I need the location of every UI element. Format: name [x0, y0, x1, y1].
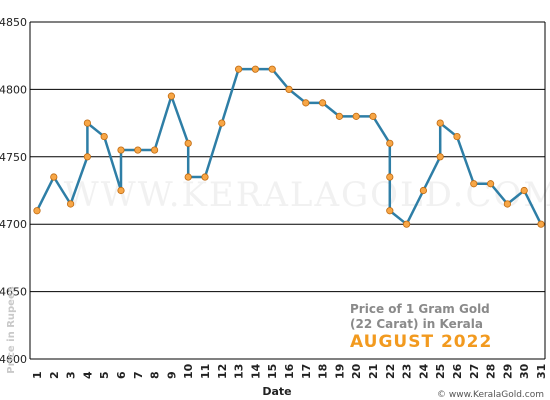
y-axis-label: Price in Rupees [6, 286, 17, 373]
data-point [470, 180, 478, 188]
y-tick-label: 4850 [0, 16, 27, 29]
data-point [100, 132, 108, 141]
data-point [33, 207, 41, 215]
data-point [201, 173, 209, 181]
data-point [285, 85, 293, 94]
data-point [436, 153, 444, 161]
data-point [251, 65, 259, 73]
data-point [537, 220, 545, 228]
x-tick-label: 21 [367, 364, 380, 379]
x-tick-label: 1 [31, 371, 44, 379]
watermark: WWW.KERALAGOLD.COM [64, 175, 550, 215]
data-point [167, 92, 175, 100]
y-tick-label: 4650 [0, 286, 27, 299]
x-tick-label: 16 [283, 363, 296, 379]
x-tick-label: 25 [434, 364, 447, 379]
data-point [83, 119, 92, 127]
y-tick-label: 4800 [0, 83, 27, 96]
data-point [352, 112, 360, 120]
y-tick-labels: 4600 4650 4700 4750 4800 4850 [0, 16, 27, 366]
data-point [268, 65, 276, 73]
x-tick-label: 7 [132, 371, 145, 379]
data-point [369, 112, 377, 120]
data-point [318, 99, 327, 107]
data-point [117, 146, 125, 154]
x-tick-label: 5 [98, 371, 111, 379]
x-tick-label: 27 [468, 364, 481, 379]
data-point [486, 180, 495, 188]
data-point [83, 153, 92, 161]
data-point [335, 112, 343, 120]
x-tick-label: 3 [65, 371, 78, 379]
data-point [134, 146, 142, 154]
data-point [184, 173, 192, 181]
x-tick-label: 24 [417, 363, 430, 379]
x-tick-label: 9 [165, 371, 178, 379]
x-tick-label: 18 [317, 364, 330, 379]
data-point [117, 186, 125, 195]
grid-lines [30, 21, 545, 360]
x-tick-label: 28 [485, 364, 498, 379]
caption-month: AUGUST 2022 [350, 332, 492, 352]
data-point [520, 186, 528, 195]
x-tick-label: 15 [266, 364, 279, 379]
data-point [402, 220, 411, 228]
x-tick-label: 12 [216, 364, 229, 379]
x-tick-label: 4 [81, 371, 94, 379]
data-point [436, 119, 444, 127]
caption-line-1: Price of 1 Gram Gold [350, 302, 490, 316]
x-tick-label: 26 [451, 363, 464, 379]
x-tick-label: 13 [233, 364, 246, 379]
x-tick-label: 6 [115, 371, 128, 379]
data-point [218, 119, 226, 127]
y-tick-label: 4750 [0, 151, 27, 164]
y-tick-label: 4600 [0, 353, 27, 366]
data-point [184, 139, 192, 147]
y-tick-label: 4700 [0, 218, 27, 231]
data-point [503, 200, 511, 208]
x-tick-label: 22 [384, 364, 397, 379]
x-tick-label: 31 [535, 364, 548, 379]
x-tick-label: 17 [300, 364, 313, 379]
x-tick-label: 11 [199, 364, 212, 379]
data-point [302, 99, 310, 107]
x-tick-label: 14 [249, 363, 262, 379]
data-point [235, 65, 243, 73]
data-point [386, 207, 394, 215]
data-markers [33, 65, 545, 228]
footer-site: © www.KeralaGold.com [437, 390, 544, 400]
data-point [67, 200, 75, 208]
x-tick-labels: 1 2 3 4 5 6 7 8 9 10 11 12 13 14 15 16 17 18 19 20 21 22 23 24 2… [31, 363, 548, 379]
x-tick-label: 23 [401, 364, 414, 379]
caption-line-2: (22 Carat) in Kerala [350, 317, 483, 331]
data-point [419, 186, 427, 195]
data-point [453, 132, 461, 141]
x-tick-label: 19 [333, 364, 346, 379]
data-point [151, 146, 159, 154]
x-axis-label: Date [262, 385, 291, 398]
data-point [386, 139, 394, 147]
x-tick-label: 20 [350, 363, 363, 379]
data-point [386, 173, 394, 181]
x-tick-label: 29 [501, 364, 514, 379]
x-tick-label: 10 [182, 363, 195, 379]
data-point [50, 173, 58, 181]
x-tick-label: 30 [518, 363, 531, 379]
x-tick-label: 8 [149, 371, 162, 379]
x-tick-label: 2 [48, 371, 61, 379]
